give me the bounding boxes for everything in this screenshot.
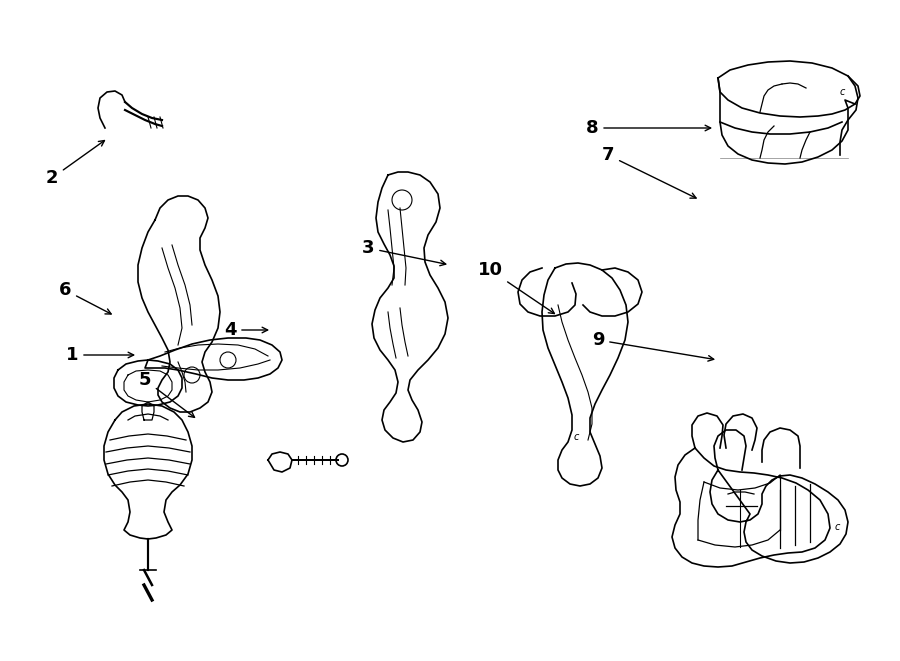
Text: 5: 5 — [139, 371, 194, 417]
Text: 3: 3 — [362, 239, 446, 266]
Text: 6: 6 — [58, 281, 112, 314]
Text: c: c — [574, 432, 580, 442]
Text: c: c — [835, 522, 841, 532]
Text: 10: 10 — [478, 261, 554, 313]
Text: 2: 2 — [46, 141, 104, 187]
Text: c: c — [840, 87, 845, 97]
Text: 8: 8 — [586, 119, 711, 137]
Text: 7: 7 — [602, 146, 696, 198]
Text: 9: 9 — [592, 331, 714, 361]
Text: 4: 4 — [224, 321, 267, 339]
Text: 1: 1 — [66, 346, 134, 364]
